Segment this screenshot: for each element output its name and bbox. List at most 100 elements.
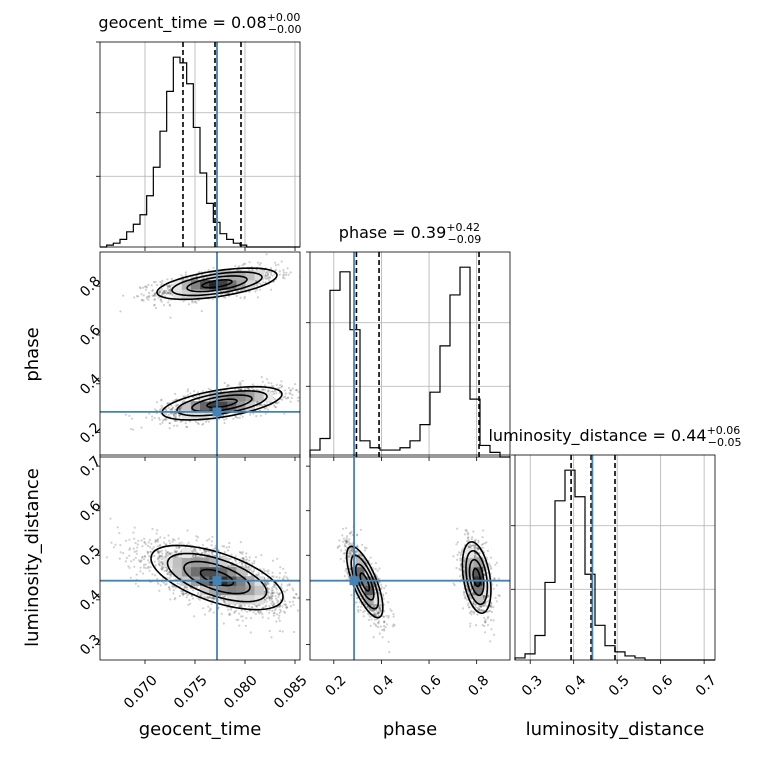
panel-luminosity_distance-vs-geocent_time: [99, 454, 304, 661]
sample-point: [161, 293, 164, 296]
sample-point: [307, 381, 309, 383]
sample-point: [161, 292, 164, 295]
sample-point: [159, 408, 162, 411]
sample-point: [194, 275, 198, 278]
sample-point: [172, 585, 175, 588]
sample-point: [282, 271, 285, 274]
density-cell: [200, 401, 210, 411]
sample-point: [244, 559, 247, 562]
sample-point: [163, 289, 166, 292]
sample-point: [257, 604, 260, 607]
sample-point: [178, 546, 181, 549]
sample-point: [282, 276, 285, 279]
sample-point: [158, 290, 161, 294]
sample-point: [207, 276, 210, 279]
sample-point: [245, 573, 248, 576]
sample-point: [139, 560, 142, 563]
sample-point: [164, 549, 167, 552]
sample-point: [191, 554, 194, 558]
sample-point: [280, 260, 283, 263]
sample-point: [278, 572, 281, 575]
sample-point: [197, 597, 200, 600]
sample-point: [105, 556, 108, 559]
sample-point: [172, 414, 175, 417]
density-cell: [190, 279, 201, 290]
sample-point: [252, 569, 255, 573]
density-cell: [209, 270, 219, 281]
sample-point: [130, 427, 133, 431]
sample-point: [283, 389, 286, 392]
sample-point: [207, 268, 210, 271]
sample-point: [164, 291, 167, 295]
sample-point: [167, 406, 170, 409]
sample-point: [185, 596, 188, 599]
sample-point: [251, 606, 254, 609]
sample-point: [238, 383, 241, 386]
sample-point: [276, 557, 279, 560]
sample-point: [227, 557, 231, 561]
sample-point: [247, 268, 250, 272]
density-cell: [209, 279, 219, 290]
sample-point: [169, 304, 172, 307]
sample-point: [163, 418, 166, 421]
sample-point: [204, 596, 207, 599]
sample-point: [239, 551, 242, 554]
sample-point: [268, 629, 271, 633]
sample-point: [191, 597, 194, 600]
sample-point: [257, 573, 260, 576]
sample-point: [192, 589, 195, 592]
sample-point: [204, 549, 207, 552]
sample-point: [160, 300, 163, 303]
sample-point: [151, 294, 154, 297]
contour-line: [161, 385, 283, 421]
sample-point: [167, 285, 170, 288]
density-cell: [245, 401, 255, 411]
sample-point: [170, 283, 173, 287]
sample-point: [162, 289, 166, 293]
sample-point: [147, 283, 150, 286]
sample-point: [157, 558, 160, 561]
truth-marker: [212, 407, 222, 417]
sample-point: [168, 303, 171, 306]
sample-point: [195, 535, 198, 538]
sample-point: [260, 554, 263, 557]
sample-point: [273, 390, 276, 393]
sample-point: [157, 551, 160, 554]
sample-point: [302, 599, 304, 601]
sample-point: [282, 269, 285, 272]
sample-point: [139, 560, 142, 563]
sample-point: [165, 569, 168, 572]
sample-point: [267, 389, 270, 392]
sample-point: [182, 300, 185, 303]
sample-point: [283, 603, 286, 606]
sample-point: [234, 416, 237, 419]
sample-point: [169, 575, 172, 578]
sample-point: [112, 546, 116, 549]
sample-point: [174, 415, 177, 418]
sample-point: [228, 545, 231, 549]
sample-point: [271, 595, 274, 598]
sample-point: [282, 273, 285, 276]
sample-point: [133, 526, 136, 529]
sample-point: [266, 389, 270, 393]
sample-point: [264, 281, 267, 284]
sample-point: [270, 597, 273, 600]
sample-point: [173, 551, 176, 554]
sample-point: [277, 596, 280, 599]
sample-point: [167, 413, 170, 416]
sample-point: [151, 418, 154, 421]
sample-point: [248, 556, 251, 559]
sample-point: [130, 560, 133, 563]
sample-point: [148, 294, 151, 298]
sample-point: [196, 422, 199, 425]
sample-point: [138, 286, 141, 289]
sample-point: [187, 603, 190, 607]
sample-point: [277, 600, 280, 603]
sample-point: [169, 286, 172, 289]
sample-point: [177, 404, 180, 407]
sample-point: [210, 596, 213, 600]
sample-point: [271, 274, 274, 277]
sample-point: [260, 611, 263, 614]
sample-point: [293, 383, 297, 386]
sample-point: [178, 407, 181, 410]
